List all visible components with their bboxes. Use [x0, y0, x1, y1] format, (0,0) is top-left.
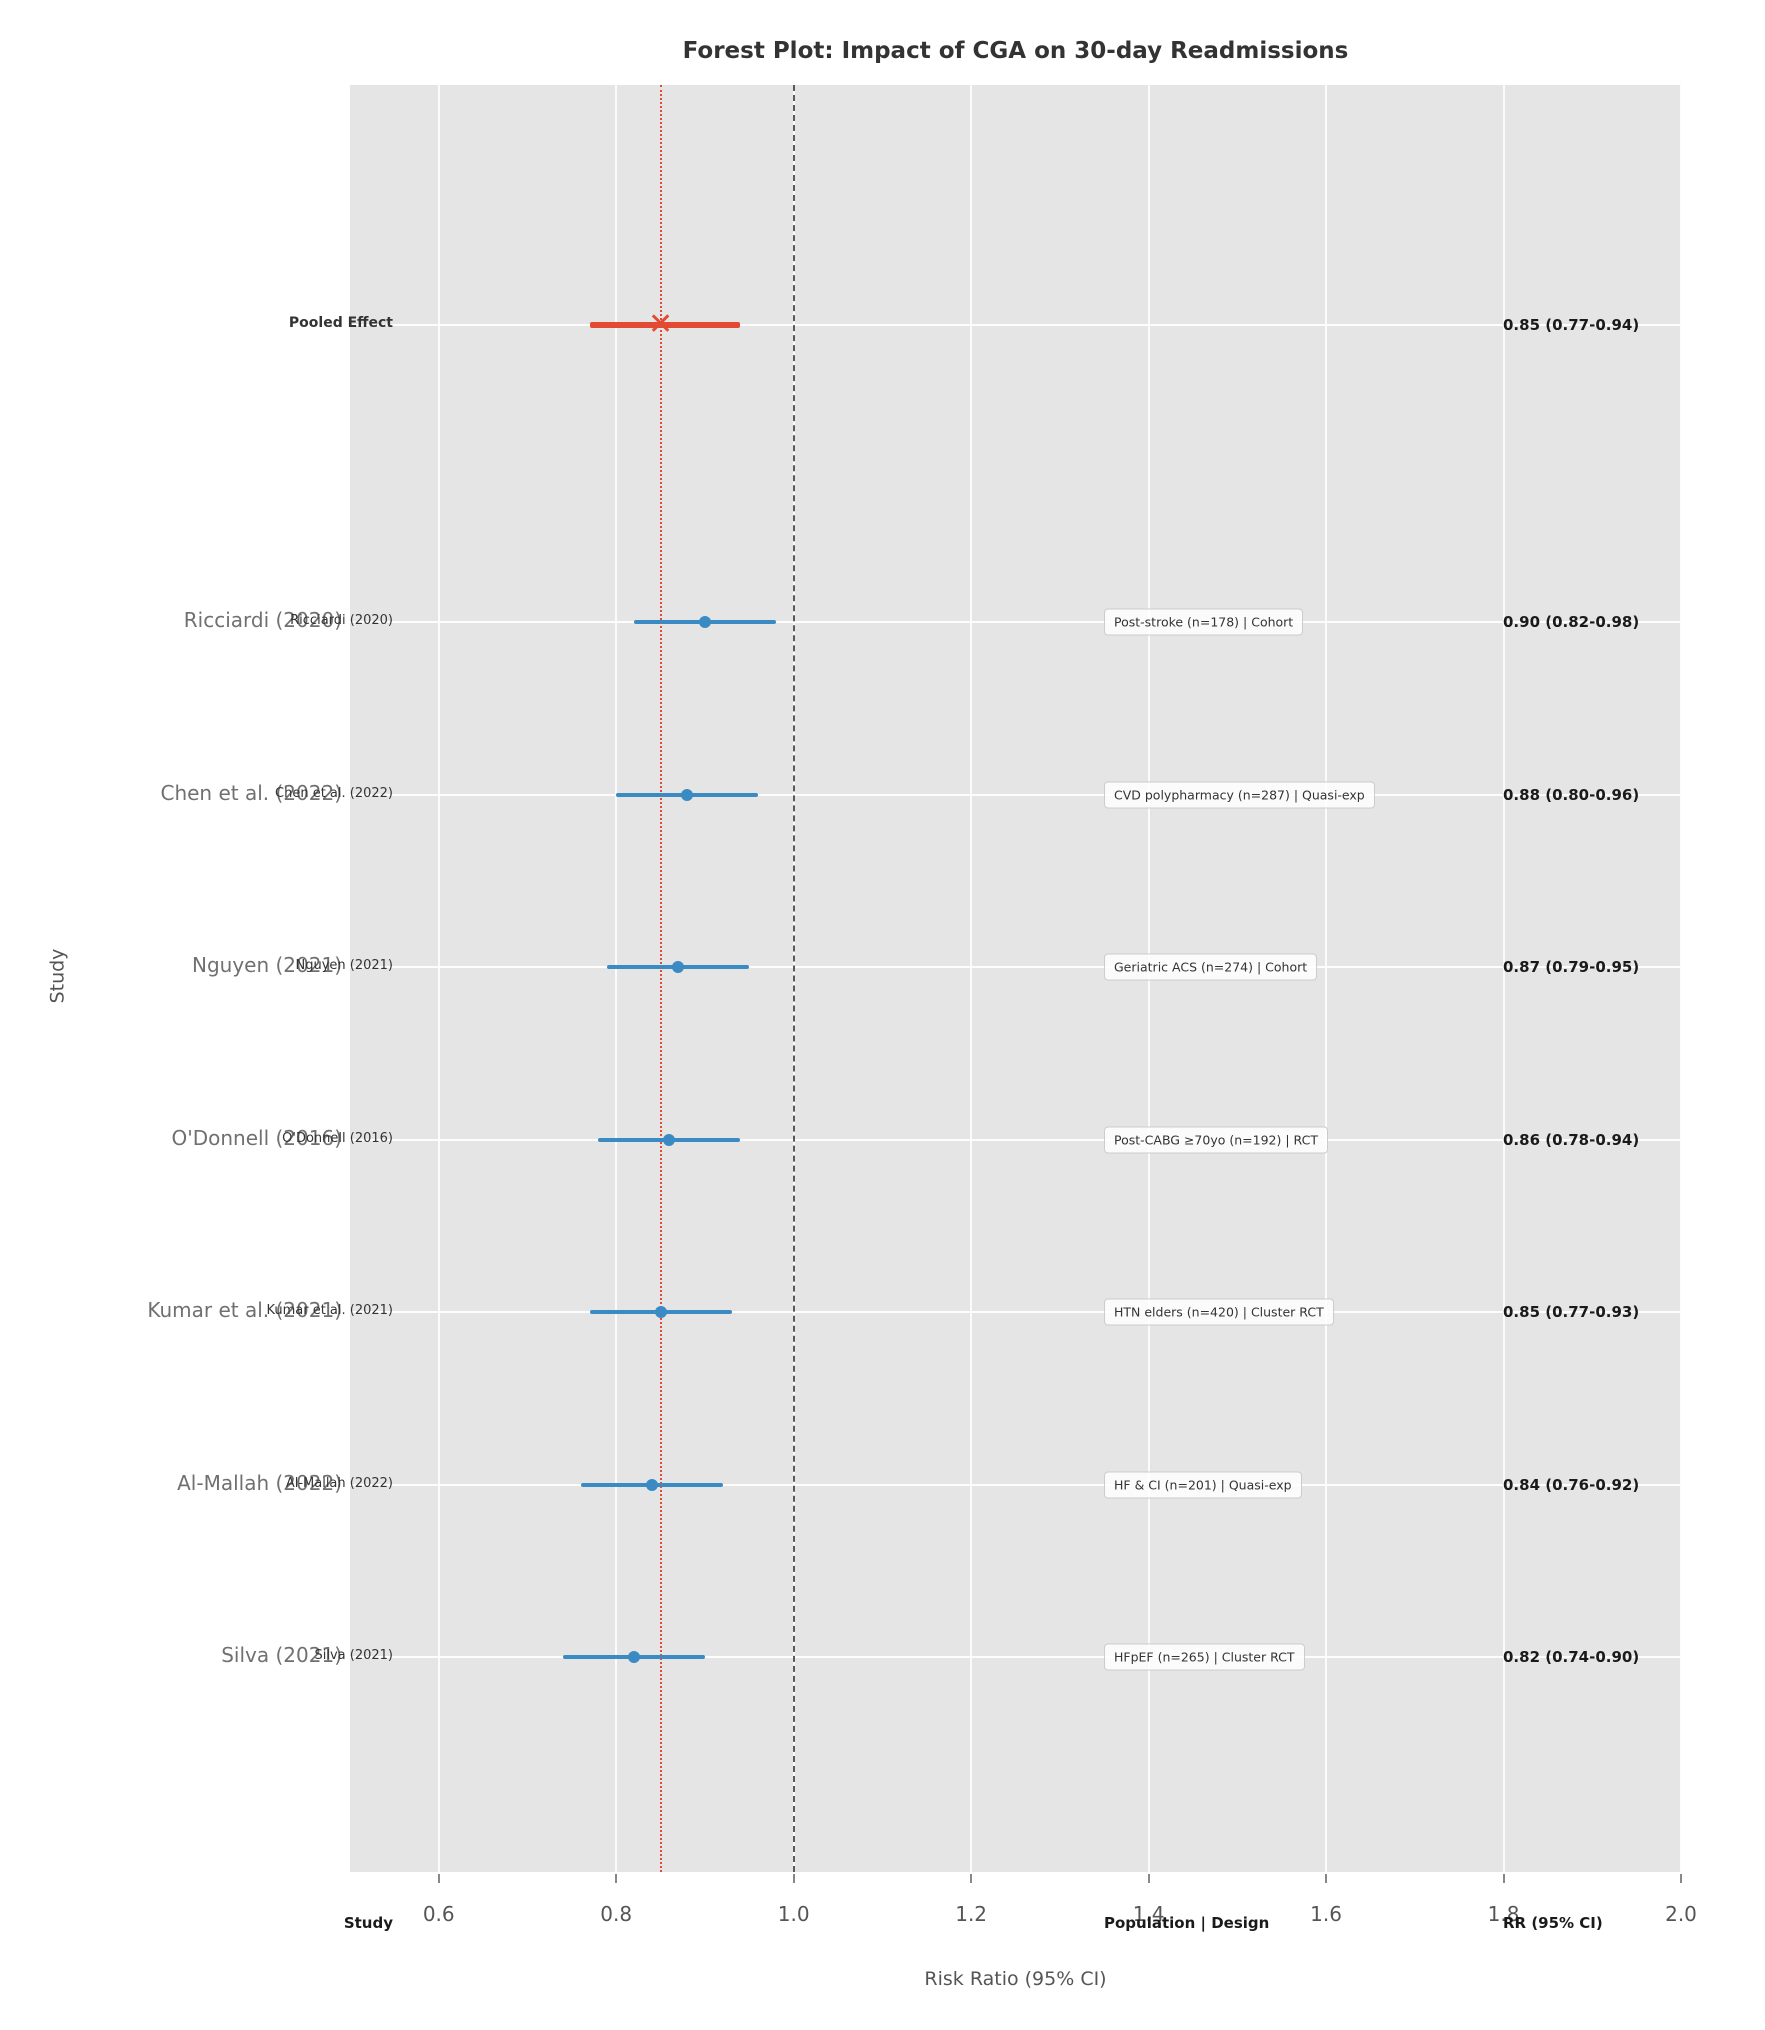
pooled-effect-label: Pooled Effect — [288, 315, 393, 331]
population-design-box: HF & CI (n=201) | Quasi-exp — [1104, 1471, 1302, 1498]
gridline-horizontal — [350, 1483, 1681, 1486]
x-axis-tick-mark — [615, 1874, 618, 1883]
population-design-box: CVD polypharmacy (n=287) | Quasi-exp — [1104, 781, 1375, 808]
gridline-horizontal — [350, 966, 1681, 968]
gridline-vertical — [1680, 85, 1682, 1872]
x-axis-tick-label: 2.0 — [1665, 1902, 1697, 1926]
x-axis-tick-mark — [1680, 1874, 1682, 1883]
population-design-box: HFpEF (n=265) | Cluster RCT — [1104, 1643, 1305, 1671]
gridline-vertical — [1502, 85, 1505, 1872]
study-point-estimate — [645, 1478, 658, 1491]
population-design-box: Post-stroke (n=178) | Cohort — [1104, 608, 1304, 636]
x-axis-tick-mark — [437, 1874, 440, 1883]
x-axis-tick-label: 1.8 — [1487, 1902, 1520, 1926]
study-rr-value: 0.90 (0.82-0.98) — [1503, 613, 1640, 631]
study-rr-value: 0.82 (0.74-0.90) — [1503, 1648, 1640, 1666]
gridline-horizontal — [350, 793, 1681, 796]
column-header-study: Study — [343, 1914, 393, 1932]
pooled-effect-line — [659, 85, 662, 1872]
study-annotation-label: Silva (2021) — [314, 1648, 394, 1663]
study-tick-label: Chen et al. (2022) — [160, 780, 342, 805]
plot-area — [350, 85, 1681, 1872]
x-axis-tick-mark — [1325, 1874, 1328, 1883]
population-design-box: Post-CABG ≥70yo (n=192) | RCT — [1104, 1126, 1328, 1153]
study-tick-label: Nguyen (2021) — [191, 953, 342, 977]
study-annotation-label: Nguyen (2021) — [295, 958, 393, 973]
x-axis-tick-label: 1.4 — [1132, 1902, 1165, 1926]
study-annotation-label: Ricciardi (2020) — [290, 613, 393, 628]
study-point-estimate — [654, 1306, 667, 1318]
x-axis-tick-label: 1.2 — [955, 1902, 988, 1926]
population-design-box: Geriatric ACS (n=274) | Cohort — [1104, 953, 1318, 981]
x-axis-tick-label: 1.6 — [1310, 1902, 1342, 1926]
pooled-rr-value: 0.85 (0.77-0.94) — [1503, 316, 1640, 334]
column-header-population: Population | Design — [1104, 1914, 1270, 1932]
pooled-ci-line — [589, 322, 741, 328]
study-rr-value: 0.87 (0.79-0.95) — [1503, 958, 1640, 976]
reference-line-rr1 — [792, 85, 795, 1872]
gridline-horizontal — [350, 1138, 1681, 1141]
column-header-rr: RR (95% CI) — [1503, 1914, 1603, 1932]
chart-title: Forest Plot: Impact of CGA on 30-day Rea… — [682, 38, 1349, 64]
gridline-vertical — [615, 85, 618, 1872]
study-rr-value: 0.88 (0.80-0.96) — [1503, 785, 1640, 804]
x-axis-tick-label: 0.8 — [600, 1902, 633, 1926]
x-axis-title: Risk Ratio (95% CI) — [924, 1968, 1107, 1990]
x-axis-tick-mark — [1147, 1874, 1150, 1883]
study-point-estimate — [672, 961, 685, 973]
study-point-estimate — [627, 1651, 640, 1663]
study-rr-value: 0.85 (0.77-0.93) — [1503, 1303, 1640, 1321]
study-rr-value: 0.84 (0.76-0.92) — [1503, 1475, 1640, 1494]
gridline-horizontal — [350, 1311, 1681, 1313]
study-tick-label: O'Donnell (2016) — [171, 1125, 342, 1150]
gridline-vertical — [970, 85, 973, 1872]
gridline-horizontal — [350, 621, 1681, 623]
study-tick-label: Silva (2021) — [221, 1643, 342, 1667]
gridline-horizontal — [350, 324, 1681, 326]
study-annotation-label: Chen et al. (2022) — [275, 785, 393, 801]
study-point-estimate — [681, 788, 694, 801]
x-axis-tick-label: 0.6 — [422, 1902, 455, 1926]
pooled-x-marker: ✕ — [647, 307, 674, 342]
study-tick-label: Kumar et al. (2021) — [147, 1298, 342, 1322]
gridline-vertical — [437, 85, 440, 1872]
x-axis-tick-mark — [970, 1874, 973, 1883]
x-axis-tick-mark — [1502, 1874, 1505, 1883]
gridline-vertical — [1325, 85, 1328, 1872]
study-point-estimate — [663, 1133, 676, 1146]
study-point-estimate — [698, 616, 711, 628]
gridline-horizontal — [350, 1656, 1681, 1658]
study-tick-label: Ricciardi (2020) — [183, 608, 342, 632]
study-rr-value: 0.86 (0.78-0.94) — [1503, 1130, 1640, 1149]
study-tick-label: Al-Mallah (2022) — [177, 1470, 342, 1495]
population-design-box: HTN elders (n=420) | Cluster RCT — [1104, 1298, 1334, 1326]
x-axis-tick-label: 1.0 — [777, 1902, 810, 1926]
study-annotation-label: Al-Mallah (2022) — [285, 1475, 393, 1491]
x-axis-tick-mark — [792, 1874, 795, 1883]
y-axis-title: Study — [46, 948, 69, 1004]
study-annotation-label: O'Donnell (2016) — [282, 1130, 393, 1146]
study-annotation-label: Kumar et al. (2021) — [266, 1303, 393, 1318]
